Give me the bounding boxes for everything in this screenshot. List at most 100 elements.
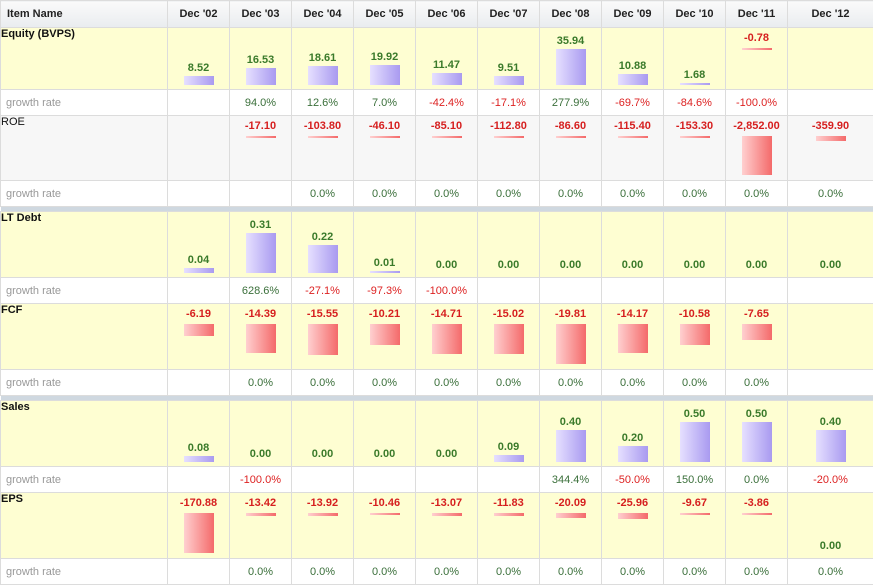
period-header[interactable]: Dec '12 — [788, 1, 873, 28]
metric-value: -85.10 — [416, 120, 477, 132]
metric-cell: 0.08 — [168, 401, 230, 467]
metric-cell: -14.39 — [230, 304, 292, 370]
growth-rate-cell: 0.0% — [726, 559, 788, 585]
metric-cell: 18.61 — [292, 28, 354, 90]
negative-bar — [494, 513, 524, 516]
growth-rate-cell — [168, 181, 230, 207]
metric-cell: 0.00 — [354, 401, 416, 467]
growth-rate-cell: 344.4% — [540, 467, 602, 493]
period-header[interactable]: Dec '05 — [354, 1, 416, 28]
metric-value: -86.60 — [540, 120, 601, 132]
item-name-header[interactable]: Item Name — [1, 1, 168, 28]
metric-value: 1.68 — [664, 69, 725, 81]
metric-value: 0.00 — [726, 259, 787, 271]
growth-rate-cell: 94.0% — [230, 90, 292, 116]
period-header[interactable]: Dec '07 — [478, 1, 540, 28]
positive-bar — [432, 73, 462, 85]
metric-value: -13.42 — [230, 497, 291, 509]
metric-value: -115.40 — [602, 120, 663, 132]
growth-rate-cell: 0.0% — [788, 559, 873, 585]
metric-label[interactable]: Sales — [1, 401, 168, 467]
metric-row: EPS-170.88-13.42-13.92-10.46-13.07-11.83… — [1, 493, 873, 559]
metric-cell: -85.10 — [416, 116, 478, 181]
period-header[interactable]: Dec '09 — [602, 1, 664, 28]
period-header[interactable]: Dec '08 — [540, 1, 602, 28]
negative-bar — [184, 324, 214, 336]
metric-value: 8.52 — [168, 62, 229, 74]
negative-bar — [370, 324, 400, 345]
metric-value: 19.92 — [354, 51, 415, 63]
metric-value: 0.00 — [788, 540, 873, 552]
metric-value: 0.50 — [664, 408, 725, 420]
negative-bar — [494, 324, 524, 354]
metric-value: 0.31 — [230, 219, 291, 231]
metric-cell: 0.09 — [478, 401, 540, 467]
metric-cell: -86.60 — [540, 116, 602, 181]
metric-value: 0.04 — [168, 254, 229, 266]
negative-bar — [680, 513, 710, 515]
metric-cell: 0.20 — [602, 401, 664, 467]
metric-value: 0.08 — [168, 442, 229, 454]
metric-cell: 0.31 — [230, 212, 292, 278]
negative-bar — [680, 136, 710, 138]
metric-value: -20.09 — [540, 497, 601, 509]
positive-bar — [494, 455, 524, 462]
positive-bar — [680, 422, 710, 462]
metric-value: 10.88 — [602, 60, 663, 72]
metric-value: 0.00 — [478, 259, 539, 271]
positive-bar — [246, 68, 276, 85]
metric-value: -14.17 — [602, 308, 663, 320]
metric-row: ROE-17.10-103.80-46.10-85.10-112.80-86.6… — [1, 116, 873, 181]
metric-value: -17.10 — [230, 120, 291, 132]
metric-value: -170.88 — [168, 497, 229, 509]
metric-value: -9.67 — [664, 497, 725, 509]
metric-label[interactable]: LT Debt — [1, 212, 168, 278]
metric-value: 0.00 — [354, 448, 415, 460]
growth-rate-cell: 0.0% — [540, 370, 602, 396]
metric-cell: 19.92 — [354, 28, 416, 90]
metric-value: -13.92 — [292, 497, 353, 509]
positive-bar — [618, 446, 648, 462]
metric-cell: 0.00 — [726, 212, 788, 278]
period-header[interactable]: Dec '02 — [168, 1, 230, 28]
metric-value: -11.83 — [478, 497, 539, 509]
positive-bar — [308, 245, 338, 273]
growth-rate-cell: -50.0% — [602, 467, 664, 493]
metric-label[interactable]: FCF — [1, 304, 168, 370]
growth-rate-cell: 0.0% — [354, 370, 416, 396]
growth-rate-cell: 0.0% — [602, 370, 664, 396]
growth-rate-cell: 7.0% — [354, 90, 416, 116]
period-header[interactable]: Dec '06 — [416, 1, 478, 28]
metric-cell: -13.07 — [416, 493, 478, 559]
growth-rate-label: growth rate — [1, 370, 168, 396]
metric-label[interactable]: ROE — [1, 116, 168, 181]
growth-rate-cell — [416, 467, 478, 493]
metric-label[interactable]: EPS — [1, 493, 168, 559]
metric-value: 0.20 — [602, 432, 663, 444]
growth-rate-cell — [788, 90, 873, 116]
growth-rate-cell — [478, 467, 540, 493]
metric-value: 0.40 — [788, 416, 873, 428]
period-header[interactable]: Dec '04 — [292, 1, 354, 28]
growth-rate-cell — [788, 278, 873, 304]
negative-bar — [680, 324, 710, 345]
metric-label[interactable]: Equity (BVPS) — [1, 28, 168, 90]
period-header[interactable]: Dec '03 — [230, 1, 292, 28]
metric-value: 11.47 — [416, 59, 477, 71]
period-header[interactable]: Dec '10 — [664, 1, 726, 28]
metric-cell: -359.90 — [788, 116, 873, 181]
growth-rate-cell — [726, 278, 788, 304]
period-header[interactable]: Dec '11 — [726, 1, 788, 28]
growth-rate-cell — [168, 467, 230, 493]
growth-rate-cell: 0.0% — [230, 559, 292, 585]
growth-rate-cell: 0.0% — [416, 370, 478, 396]
metric-cell: -17.10 — [230, 116, 292, 181]
positive-bar — [618, 74, 648, 85]
growth-rate-cell: 0.0% — [416, 559, 478, 585]
growth-rate-cell — [292, 467, 354, 493]
metric-value: 16.53 — [230, 54, 291, 66]
metric-cell: -19.81 — [540, 304, 602, 370]
growth-rate-cell: 0.0% — [478, 370, 540, 396]
